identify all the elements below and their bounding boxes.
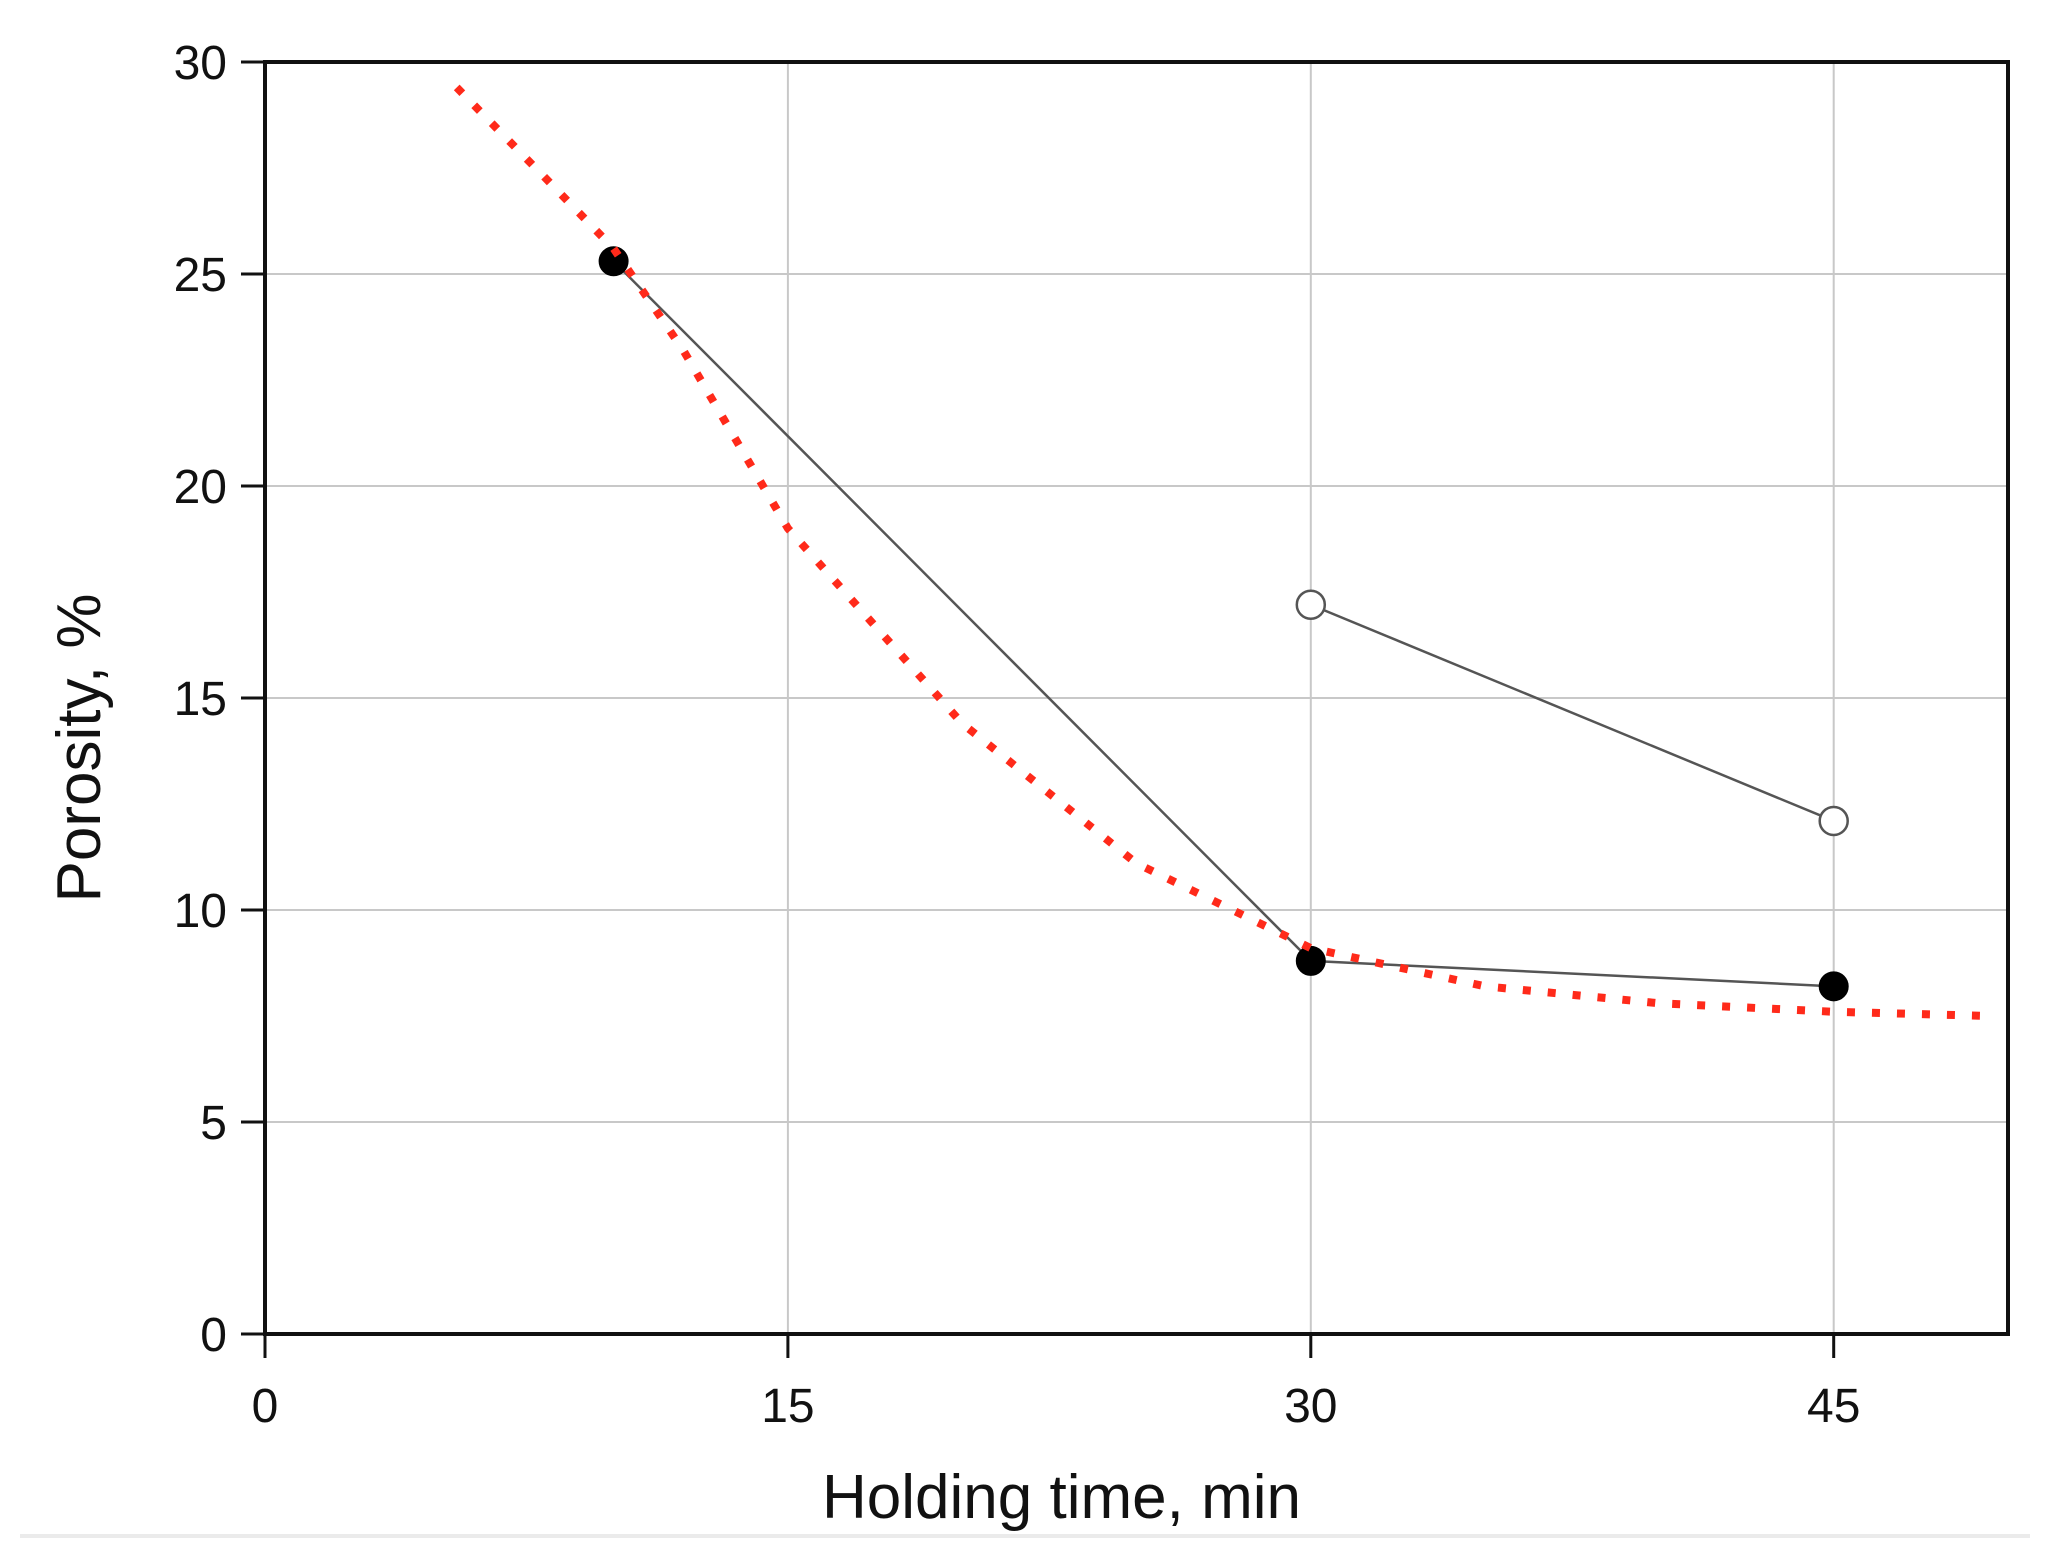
y-tick-label-25: 25 xyxy=(174,249,227,302)
series-0-point-1 xyxy=(1295,945,1326,976)
series-layer xyxy=(453,84,1991,1020)
series-1-point-0 xyxy=(1295,589,1327,620)
axes: 0 5 10 15 20 25 30 0 15 30 45 xyxy=(174,37,2010,1433)
x-tick-label-30: 30 xyxy=(1284,1380,1337,1433)
series-0-point-0 xyxy=(598,246,629,277)
series-0-point-2 xyxy=(1818,971,1849,1002)
y-axis-title: Porosity, % xyxy=(45,594,114,903)
x-tick-label-45: 45 xyxy=(1807,1380,1860,1433)
series-1-point-1 xyxy=(1818,805,1849,837)
x-tick-label-15: 15 xyxy=(761,1380,814,1433)
x-axis-title: Holding time, min xyxy=(822,1463,1301,1532)
y-tick-label-5: 5 xyxy=(200,1097,227,1150)
y-tick-label-0: 0 xyxy=(200,1309,227,1362)
series-2 xyxy=(453,84,1991,1020)
x-tick-label-0: 0 xyxy=(252,1380,279,1433)
series-1-line xyxy=(1310,603,1835,823)
y-tick-label-10: 10 xyxy=(174,885,227,938)
grid xyxy=(265,62,2008,1334)
y-tick-label-15: 15 xyxy=(174,673,227,726)
series-2-line xyxy=(453,84,1991,1020)
y-tick-label-30: 30 xyxy=(174,37,227,90)
series-1 xyxy=(1295,589,1849,837)
series-0 xyxy=(598,246,1849,1002)
series-0-line xyxy=(612,260,1834,988)
y-tick-label-20: 20 xyxy=(174,461,227,514)
bottom-divider xyxy=(20,1534,2030,1538)
